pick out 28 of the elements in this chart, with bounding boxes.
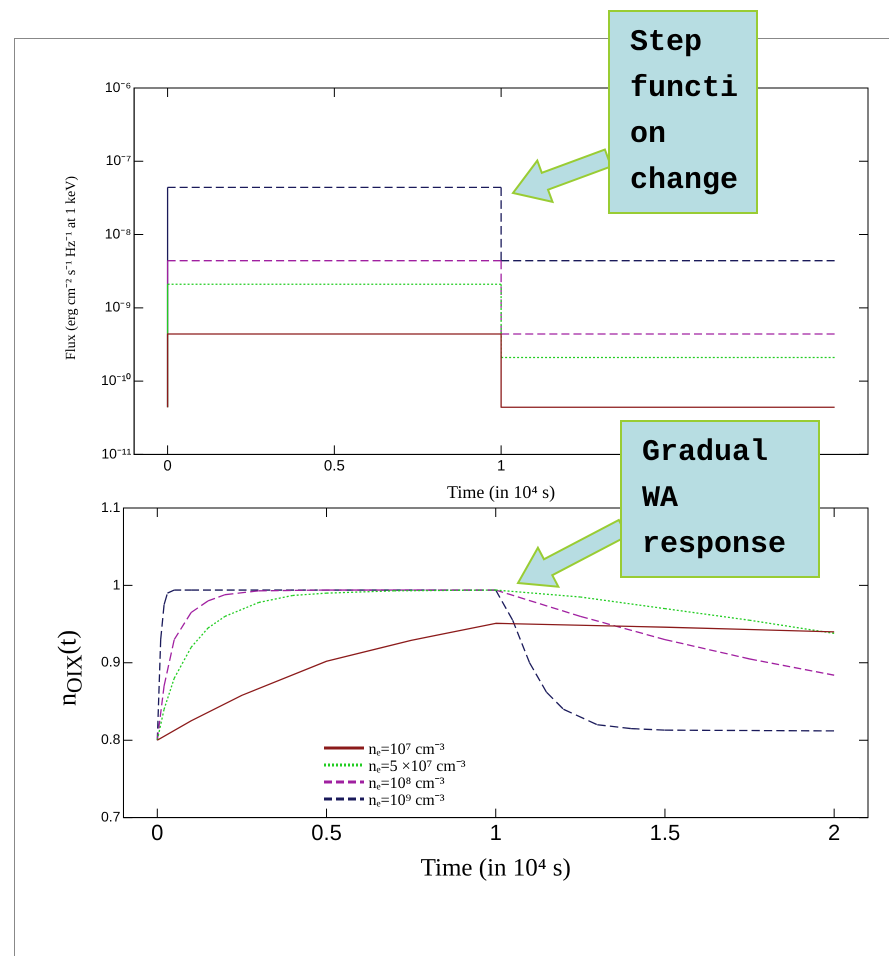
x-tick-label: 0.5	[324, 458, 345, 475]
x-tick-label: 1	[496, 458, 506, 475]
x-tick-label: 1	[490, 820, 502, 845]
y-axis-title: Flux (erg cm⁻² s⁻¹ Hz⁻¹ at 1 keV)	[63, 176, 80, 360]
y-tick-label: 10⁻¹¹	[101, 445, 132, 462]
y-tick-label: 1.1	[100, 498, 121, 515]
legend-label: nₑ=10⁸ cm⁻³	[368, 774, 445, 794]
y-tick-label: 1	[112, 576, 121, 592]
x-tick-label: 0.5	[311, 820, 342, 845]
annotation: Gradual WA response	[620, 420, 820, 578]
legend-label: nₑ=10⁹ cm⁻³	[368, 791, 445, 810]
x-axis-title: Time (in 10⁴ s)	[420, 854, 571, 882]
y-tick-label: 0.9	[100, 654, 121, 670]
y-tick-label: 10⁻⁶	[104, 78, 132, 95]
x-tick-label: 0	[163, 458, 172, 475]
x-tick-label: 0	[151, 820, 164, 845]
y-tick-label: 10⁻¹⁰	[101, 372, 132, 388]
y-tick-label: 10⁻⁸	[104, 225, 132, 242]
y-tick-label: 10⁻⁷	[106, 152, 132, 168]
legend-label: nₑ=5 ×10⁷ cm⁻³	[368, 757, 466, 776]
y-tick-label: 0.7	[100, 808, 121, 824]
x-tick-label: 2	[828, 820, 840, 845]
x-axis-title: Time (in 10⁴ s)	[447, 482, 556, 502]
x-tick-label: 1.5	[650, 820, 680, 845]
y-tick-label: 0.8	[100, 731, 121, 748]
legend-label: nₑ=10⁷ cm⁻³	[368, 740, 445, 760]
annotation: Step function change	[608, 10, 758, 214]
y-tick-label: 10⁻⁹	[104, 298, 132, 315]
